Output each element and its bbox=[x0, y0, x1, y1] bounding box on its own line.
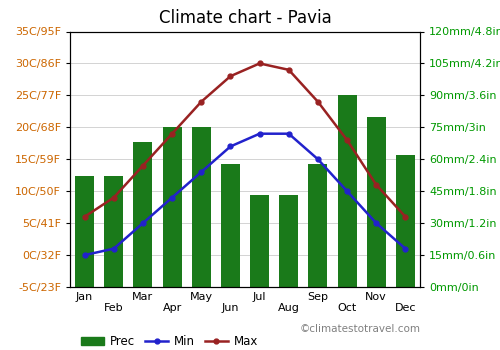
Text: Apr: Apr bbox=[162, 303, 182, 313]
Bar bbox=[338, 95, 356, 287]
Text: Sep: Sep bbox=[308, 292, 328, 302]
Title: Climate chart - Pavia: Climate chart - Pavia bbox=[158, 9, 332, 27]
Text: ©climatestotravel.com: ©climatestotravel.com bbox=[300, 324, 421, 334]
Bar bbox=[162, 127, 182, 287]
Bar bbox=[134, 142, 152, 287]
Bar bbox=[192, 127, 210, 287]
Text: Jan: Jan bbox=[76, 292, 93, 302]
Legend: Prec, Min, Max: Prec, Min, Max bbox=[76, 330, 264, 350]
Bar bbox=[396, 155, 415, 287]
Bar bbox=[104, 176, 123, 287]
Bar bbox=[280, 195, 298, 287]
Text: Oct: Oct bbox=[338, 303, 356, 313]
Text: Feb: Feb bbox=[104, 303, 124, 313]
Text: Mar: Mar bbox=[132, 292, 154, 302]
Bar bbox=[221, 163, 240, 287]
Text: May: May bbox=[190, 292, 213, 302]
Text: Nov: Nov bbox=[366, 292, 387, 302]
Text: Jul: Jul bbox=[253, 292, 266, 302]
Bar bbox=[367, 117, 386, 287]
Bar bbox=[75, 176, 94, 287]
Text: Aug: Aug bbox=[278, 303, 299, 313]
Text: Jun: Jun bbox=[222, 303, 239, 313]
Bar bbox=[250, 195, 269, 287]
Bar bbox=[308, 163, 328, 287]
Text: Dec: Dec bbox=[394, 303, 416, 313]
